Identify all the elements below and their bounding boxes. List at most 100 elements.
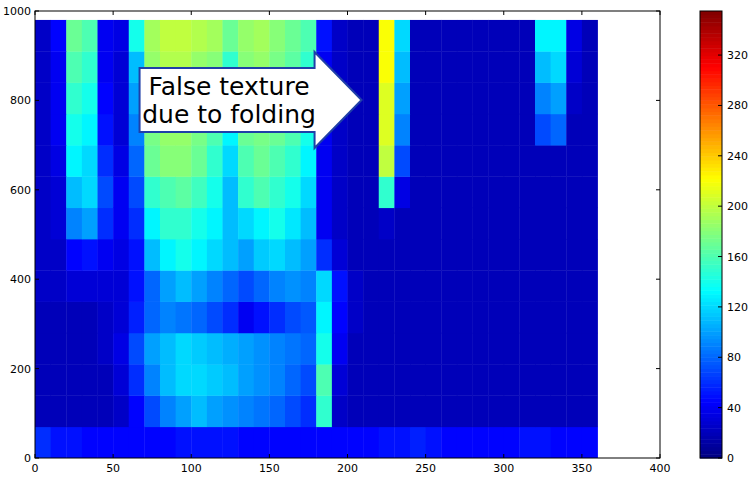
heatmap-cell (488, 364, 504, 396)
heatmap-cell (113, 20, 129, 52)
heatmap-cell (519, 270, 535, 302)
heatmap-cell (238, 145, 254, 177)
heatmap-cell (394, 51, 410, 83)
colorbar-step (700, 417, 722, 421)
colorbar-step (700, 134, 722, 138)
heatmap-cell (551, 364, 567, 396)
colorbar-step (700, 384, 722, 388)
heatmap-cell (316, 145, 332, 177)
heatmap-cell (35, 302, 51, 334)
colorbar-step (700, 406, 722, 410)
heatmap-cell (504, 364, 520, 396)
x-tick-label: 0 (32, 462, 39, 475)
heatmap-cell (176, 208, 192, 240)
heatmap-cell (348, 208, 364, 240)
heatmap-cell (285, 208, 301, 240)
heatmap-cell (535, 176, 551, 208)
colorbar-step (700, 86, 722, 90)
heatmap-cell (582, 302, 598, 334)
heatmap-cell (269, 176, 285, 208)
heatmap-cell (441, 208, 457, 240)
heatmap-cell (82, 176, 98, 208)
heatmap-cell (457, 114, 473, 146)
heatmap-cell (144, 395, 160, 427)
colorbar-step (700, 283, 722, 287)
colorbar-step (700, 74, 722, 78)
colorbar-step (700, 119, 722, 123)
heatmap-cell (394, 427, 410, 458)
x-tick-top (425, 11, 426, 15)
heatmap-cell (488, 395, 504, 427)
heatmap-cell (566, 364, 582, 396)
colorbar-step (700, 33, 722, 37)
y-tick-label: 800 (10, 94, 31, 107)
heatmap-cell (473, 333, 489, 365)
heatmap-cell (519, 208, 535, 240)
heatmap-cell (441, 333, 457, 365)
heatmap-cells (35, 20, 598, 458)
heatmap-cell (551, 302, 567, 334)
heatmap-cell (254, 427, 270, 458)
heatmap-cell (144, 20, 160, 52)
colorbar-step (700, 309, 722, 313)
heatmap-cell (113, 208, 129, 240)
heatmap-cell (551, 145, 567, 177)
heatmap-cell (426, 20, 442, 52)
colorbar-step (700, 153, 722, 157)
heatmap-cell (301, 302, 317, 334)
heatmap-cell (457, 20, 473, 52)
heatmap-cell (129, 20, 145, 52)
heatmap-cell (566, 333, 582, 365)
x-tick-label: 100 (181, 462, 202, 475)
colorbar-step (700, 324, 722, 328)
heatmap-cell (98, 83, 114, 115)
heatmap-cell (473, 239, 489, 271)
colorbar-step (700, 439, 722, 443)
colorbar-step (700, 30, 722, 34)
heatmap-cell (394, 145, 410, 177)
heatmap-cell (35, 176, 51, 208)
heatmap-cell (582, 145, 598, 177)
heatmap-cell (363, 51, 379, 83)
heatmap-cell (363, 395, 379, 427)
colorbar-tick (718, 155, 722, 156)
heatmap-cell (394, 114, 410, 146)
heatmap-cell (254, 208, 270, 240)
heatmap-cell (285, 145, 301, 177)
heatmap-cell (535, 364, 551, 396)
heatmap-cell (566, 83, 582, 115)
colorbar-step (700, 257, 722, 261)
colorbar-step (700, 205, 722, 209)
heatmap-cell (379, 20, 395, 52)
heatmap-cell (332, 427, 348, 458)
heatmap-cell (348, 427, 364, 458)
heatmap-cell (348, 302, 364, 334)
heatmap-cell (254, 364, 270, 396)
heatmap-cell (98, 395, 114, 427)
colorbar-step (700, 48, 722, 52)
colorbar-step (700, 182, 722, 186)
heatmap-cell (426, 364, 442, 396)
annotation: False texturedue to folding (140, 52, 362, 148)
heatmap-cell (551, 176, 567, 208)
heatmap-cell (582, 208, 598, 240)
heatmap-cell (129, 427, 145, 458)
heatmap-cell (254, 333, 270, 365)
heatmap-cell (363, 427, 379, 458)
heatmap-cell (488, 270, 504, 302)
colorbar-step (700, 97, 722, 101)
heatmap-cell (238, 208, 254, 240)
heatmap-cell (410, 395, 426, 427)
heatmap-cell (488, 145, 504, 177)
heatmap-cell (144, 302, 160, 334)
heatmap-cell (566, 302, 582, 334)
heatmap-cell (363, 83, 379, 115)
heatmap-cell (394, 20, 410, 52)
heatmap-cell (551, 427, 567, 458)
heatmap-cell (426, 395, 442, 427)
heatmap-cell (379, 208, 395, 240)
heatmap-cell (426, 51, 442, 83)
colorbar-step (700, 279, 722, 283)
heatmap-cell (504, 270, 520, 302)
y-tick-label: 1000 (3, 5, 31, 18)
